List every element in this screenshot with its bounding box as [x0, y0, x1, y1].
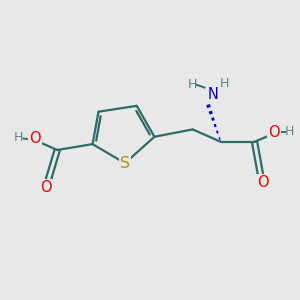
Text: O: O [29, 131, 41, 146]
Text: H: H [188, 77, 197, 91]
Text: O: O [40, 180, 51, 195]
Text: H: H [220, 77, 229, 90]
Text: N: N [207, 87, 218, 102]
Text: H: H [284, 125, 294, 138]
Text: H: H [14, 131, 23, 144]
Text: O: O [257, 175, 269, 190]
Text: S: S [120, 156, 130, 171]
Text: O: O [268, 125, 280, 140]
